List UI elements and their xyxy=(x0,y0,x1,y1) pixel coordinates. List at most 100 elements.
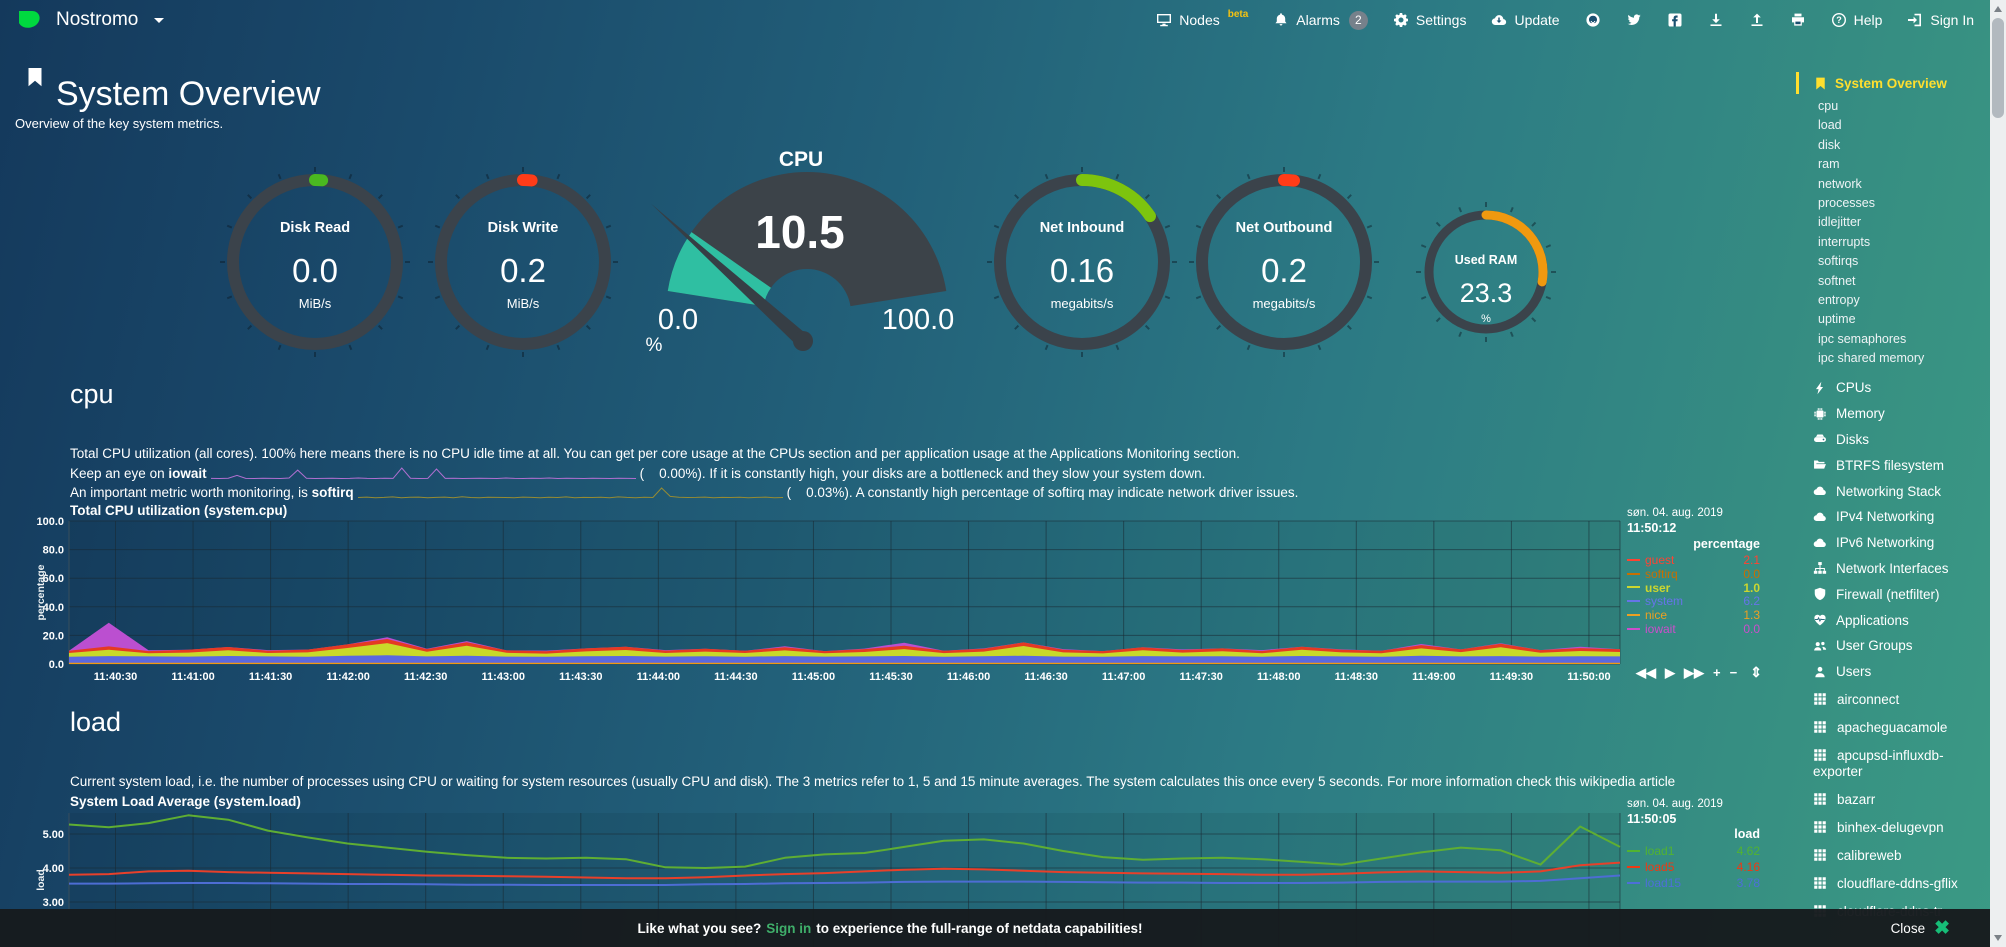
svg-text:11:49:00: 11:49:00 xyxy=(1412,671,1455,683)
nav-settings[interactable]: Settings xyxy=(1393,12,1466,28)
sidebar-subitem-ipc-shared-memory[interactable]: ipc shared memory xyxy=(1818,351,1925,366)
cloud-icon xyxy=(1813,486,1826,496)
nav-update[interactable]: Update xyxy=(1491,12,1560,28)
cpu-chart-datetime: søn. 04. aug. 2019 11:50:12 xyxy=(1627,506,1760,536)
sidebar-section-networking-stack[interactable]: Networking Stack xyxy=(1796,478,1990,504)
scroll-down-arrow-icon[interactable] xyxy=(1994,935,2002,941)
gauge-disk-read[interactable]: Disk Read 0.0 MiB/s xyxy=(215,162,415,362)
gauge-net-outbound[interactable]: Net Outbound 0.2 megabits/s xyxy=(1184,162,1384,362)
sidebar-subitem-entropy[interactable]: entropy xyxy=(1818,292,1860,307)
sidebar-item-system-overview[interactable]: System Overview xyxy=(1796,72,1947,94)
pan-forward-icon[interactable]: ▶▶ xyxy=(1684,664,1704,680)
twitter-button[interactable] xyxy=(1626,12,1642,28)
export-snapshot-button[interactable] xyxy=(1708,12,1724,28)
sidebar-subitem-processes[interactable]: processes xyxy=(1818,195,1875,210)
legend-item-system[interactable]: system 6.2 xyxy=(1627,594,1760,608)
gauge-disk-write[interactable]: Disk Write 0.2 MiB/s xyxy=(423,162,623,362)
legend-item-guest[interactable]: guest 2.1 xyxy=(1627,553,1760,567)
sidebar-container-binhex-delugevpn[interactable]: binhex-delugevpn xyxy=(1796,814,1990,842)
sidebar-section-firewall-netfilter-[interactable]: Firewall (netfilter) xyxy=(1796,581,1990,607)
svg-text:10.5: 10.5 xyxy=(755,206,845,258)
nav-help[interactable]: ? Help xyxy=(1831,12,1882,28)
sidebar-subitem-load[interactable]: load xyxy=(1818,118,1842,133)
grid-icon xyxy=(1814,721,1826,733)
resize-icon[interactable]: ⇕ xyxy=(1750,664,1762,680)
sidebar-container-airconnect[interactable]: airconnect xyxy=(1796,686,1990,714)
page-title: System Overview xyxy=(56,74,321,113)
sidebar-section-applications[interactable]: Applications xyxy=(1796,607,1990,633)
facebook-button[interactable] xyxy=(1667,12,1683,28)
svg-text:11:50:00: 11:50:00 xyxy=(1567,671,1610,683)
grid-icon xyxy=(1814,749,1826,761)
sidebar-section-ipv4-networking[interactable]: IPv4 Networking xyxy=(1796,504,1990,530)
page-subtitle: Overview of the key system metrics. xyxy=(15,116,224,131)
sidebar-container-bazarr[interactable]: bazarr xyxy=(1796,786,1990,814)
legend-item-load1[interactable]: load1 4.62 xyxy=(1627,843,1760,859)
legend-item-load5[interactable]: load5 4.16 xyxy=(1627,859,1760,875)
legend-item-user[interactable]: user 1.0 xyxy=(1627,581,1760,595)
print-button[interactable] xyxy=(1790,12,1806,28)
sidebar-subitem-interrupts[interactable]: interrupts xyxy=(1818,234,1871,249)
sidebar-subitem-disk[interactable]: disk xyxy=(1818,137,1841,152)
zoom-out-icon[interactable]: − xyxy=(1729,665,1738,680)
nav-signin[interactable]: Sign In xyxy=(1907,12,1974,28)
nav-alarms[interactable]: Alarms 2 xyxy=(1273,10,1368,30)
gauge-used-ram[interactable]: Used RAM 23.3% xyxy=(1411,197,1561,347)
legend-value: 3.78 xyxy=(1736,876,1760,890)
sidebar-subitem-cpu[interactable]: cpu xyxy=(1818,99,1839,113)
sidebar-subitem-ram[interactable]: ram xyxy=(1818,157,1840,172)
sidebar-section-user-groups[interactable]: User Groups xyxy=(1796,633,1990,659)
heartbeat-icon xyxy=(1814,614,1826,626)
sidebar-section-cpus[interactable]: CPUs xyxy=(1796,375,1990,401)
gauge-cpu[interactable]: CPU 10.5 0.0 100.0% xyxy=(600,140,990,370)
svg-text:11:45:00: 11:45:00 xyxy=(792,671,835,683)
sidebar-subitem-uptime[interactable]: uptime xyxy=(1818,312,1856,327)
legend-item-nice[interactable]: nice 1.3 xyxy=(1627,608,1760,622)
sidebar-section-btrfs-filesystem[interactable]: BTRFS filesystem xyxy=(1796,452,1990,478)
page-scrollbar[interactable] xyxy=(1990,0,2006,947)
navbar-menu: Nodes beta Alarms 2 Settings Update xyxy=(1156,9,1974,30)
sidebar-subitem-network[interactable]: network xyxy=(1818,176,1862,191)
sidebar-container-cloudflare-ddns-gflix[interactable]: cloudflare-ddns-gflix xyxy=(1796,870,1990,898)
import-snapshot-button[interactable] xyxy=(1749,12,1765,28)
zoom-in-icon[interactable]: + xyxy=(1713,665,1721,680)
scroll-up-arrow-icon[interactable] xyxy=(1994,6,2002,12)
node-selector[interactable]: Nostromo xyxy=(16,7,165,33)
legend-item-iowait[interactable]: iowait 0.0 xyxy=(1627,622,1760,636)
nav-alarms-label: Alarms xyxy=(1296,12,1340,28)
play-icon[interactable]: ▶ xyxy=(1665,664,1675,680)
legend-item-softirq[interactable]: softirq 0.0 xyxy=(1627,567,1760,581)
sidebar-subitem-softnet[interactable]: softnet xyxy=(1818,273,1856,288)
cpu-desc-line1: Total CPU utilization (all cores). 100% … xyxy=(70,446,1240,461)
sidebar-section-network-interfaces[interactable]: Network Interfaces xyxy=(1796,556,1990,582)
close-icon[interactable]: ✖ xyxy=(1934,917,1950,939)
nav-nodes[interactable]: Nodes beta xyxy=(1156,9,1248,28)
sidebar-container-calibreweb[interactable]: calibreweb xyxy=(1796,842,1990,870)
github-button[interactable] xyxy=(1585,12,1601,28)
twitter-icon xyxy=(1626,12,1642,28)
svg-text:100.0: 100.0 xyxy=(882,304,955,336)
gauge-net-inbound[interactable]: Net Inbound 0.16 megabits/s xyxy=(982,162,1182,362)
svg-text:0.0: 0.0 xyxy=(658,304,698,336)
sidebar-subitem-ipc-semaphores[interactable]: ipc semaphores xyxy=(1818,331,1907,346)
netdata-logo-icon xyxy=(16,7,42,33)
sidebar-subitem-idlejitter[interactable]: idlejitter xyxy=(1818,215,1862,230)
sidebar-container-apcupsd-influxdb-exporter[interactable]: apcupsd-influxdb-exporter xyxy=(1796,742,1990,786)
sidebar-section-users[interactable]: Users xyxy=(1796,659,1990,685)
legend-item-load15[interactable]: load15 3.78 xyxy=(1627,875,1760,891)
sidebar-subitem-softirqs[interactable]: softirqs xyxy=(1818,254,1859,269)
alarms-count-badge: 2 xyxy=(1348,10,1368,30)
sidebar-section-disks[interactable]: Disks xyxy=(1796,427,1990,453)
sidebar-container-apacheguacamole[interactable]: apacheguacamole xyxy=(1796,714,1990,742)
sidebar-section-ipv6-networking[interactable]: IPv6 Networking xyxy=(1796,530,1990,556)
pan-backward-icon[interactable]: ◀◀ xyxy=(1636,664,1656,680)
cpu-chart-plot[interactable]: 0.0 20.0 40.0 60.0 80.0 100.0 11:40:30 11:41:00… xyxy=(18,504,1638,696)
signin-link[interactable]: Sign in xyxy=(766,920,812,936)
question-circle-icon: ? xyxy=(1831,12,1847,28)
shield-icon xyxy=(1814,587,1826,601)
legend-value: 6.2 xyxy=(1743,594,1760,609)
scrollbar-thumb[interactable] xyxy=(1992,18,2004,118)
load-chart-time: 11:50:05 xyxy=(1627,812,1677,826)
sidebar-section-memory[interactable]: Memory xyxy=(1796,401,1990,427)
sidebar-section-label: Network Interfaces xyxy=(1836,560,1949,576)
